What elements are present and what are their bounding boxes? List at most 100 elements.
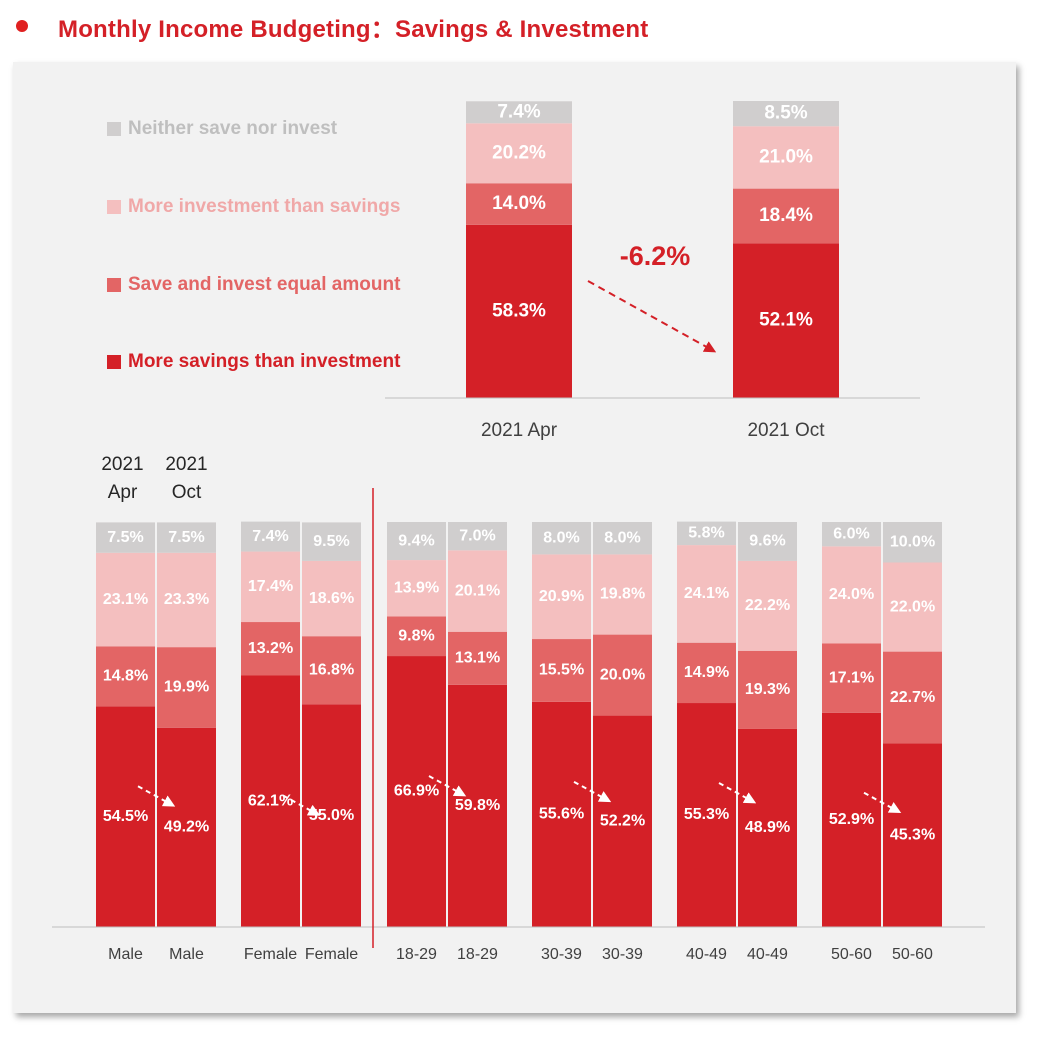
group-bar-8-40-49-seg-equal [677,642,736,704]
group-bar-1-male-seg-neither [157,522,216,553]
group-bar-2-female-seg-neither [241,521,300,552]
decline-arrow-0 [137,785,176,807]
group-xtick-6-30-39: 30-39 [541,946,582,963]
group-bar-1-male-label-more_savings: 49.2% [164,819,209,836]
legend-swatch-more-investment-than-savings [107,200,121,214]
group-bar-10-50-60-label-equal: 17.1% [829,669,874,686]
group-bar-4-18-29-label-more_savings: 66.9% [394,783,439,800]
group-xtick-7-30-39: 30-39 [602,946,643,963]
group-bar-2-female-seg-more_investment [241,551,300,623]
group-bar-6-30-39-label-equal: 15.5% [539,662,584,679]
group-bar-6-30-39-seg-equal [532,639,591,702]
legend-swatch-save-and-invest-equal-amount [107,278,121,292]
top-xtick-2021-apr: 2021 Apr [481,420,558,441]
top-bar-2021-oct-label-more_savings: 52.1% [759,310,813,331]
group-bar-4-18-29-seg-neither [387,522,446,561]
group-bar-9-40-49-label-equal: 19.3% [745,681,790,698]
group-bar-4-18-29-label-more_investment: 13.9% [394,579,439,596]
group-bar-0-male-seg-equal [96,646,155,707]
group-bar-9-40-49-seg-equal [738,650,797,729]
group-bar-5-18-29-label-neither: 7.0% [459,527,495,544]
top-bar-2021-oct-seg-equal [733,188,839,244]
group-bar-1-male-label-equal: 19.9% [164,679,209,696]
group-bar-10-50-60-seg-more_savings [822,712,881,927]
group-bar-10-50-60-seg-neither [822,522,881,547]
group-bar-8-40-49-seg-more_savings [677,703,736,927]
group-bar-9-40-49-label-neither: 9.6% [749,533,785,550]
group-bar-4-18-29-label-neither: 9.4% [398,532,434,549]
group-bar-7-30-39-seg-neither [593,522,652,555]
group-bar-4-18-29-seg-more_investment [387,560,446,617]
legend-swatch-neither-save-nor-invest [107,122,121,136]
group-bar-1-male-seg-equal [157,647,216,728]
change-arrow [587,280,717,353]
group-bar-5-18-29-seg-more_savings [448,684,507,927]
group-bar-8-40-49-label-equal: 14.9% [684,664,729,681]
top-bar-2021-apr-label-more_investment: 20.2% [492,142,546,163]
group-bar-9-40-49-label-more_savings: 48.9% [745,819,790,836]
period-header-year-1: 2021 [165,454,207,475]
group-bar-3-female-seg-equal [302,636,361,705]
top-bar-2021-oct-label-more_investment: 21.0% [759,146,813,167]
group-bar-9-40-49-seg-neither [738,522,797,561]
top-bar-2021-apr-seg-equal [466,183,572,225]
group-bar-0-male-label-more_investment: 23.1% [103,591,148,608]
group-bar-9-40-49-seg-more_investment [738,560,797,651]
top-bar-2021-oct-seg-neither [733,101,839,127]
group-bar-1-male-label-neither: 7.5% [168,529,204,546]
page-title: Monthly Income Budgeting：Savings & Inves… [58,15,649,43]
period-header-month-0: Apr [108,482,138,503]
group-xtick-9-40-49: 40-49 [747,946,788,963]
group-bar-8-40-49-label-more_savings: 55.3% [684,806,729,823]
title-row: Monthly Income Budgeting：Savings & Inves… [16,8,648,44]
group-bar-11-50-60-label-more_investment: 22.0% [890,598,935,615]
group-bar-11-50-60-label-equal: 22.7% [890,689,935,706]
group-xtick-2-female: Female [244,946,297,963]
group-bar-0-male-label-equal: 14.8% [103,668,148,685]
top-xtick-2021-oct: 2021 Oct [747,420,825,441]
group-bar-7-30-39-label-neither: 8.0% [604,529,640,546]
group-bar-2-female-label-neither: 7.4% [252,528,288,545]
group-xtick-1-male: Male [169,946,204,963]
group-bar-0-male-seg-more_savings [96,706,155,927]
top-bar-2021-apr-seg-neither [466,101,572,124]
group-bar-7-30-39-label-more_savings: 52.2% [600,813,645,830]
top-bar-2021-apr-label-more_savings: 58.3% [492,300,546,321]
legend-label-more-investment-than-savings: More investment than savings [128,196,400,217]
group-bar-2-female-label-equal: 13.2% [248,640,293,657]
period-header-month-1: Oct [172,482,202,503]
decline-arrow-3 [573,780,612,803]
group-bar-10-50-60-seg-more_investment [822,546,881,644]
group-bar-5-18-29-label-more_investment: 20.1% [455,582,500,599]
group-bar-2-female-label-more_savings: 62.1% [248,792,293,809]
top-bar-2021-oct-label-equal: 18.4% [759,205,813,226]
decline-arrow-1 [282,794,321,816]
group-bar-11-50-60-label-neither: 10.0% [890,533,935,550]
top-bar-2021-apr-label-neither: 7.4% [497,101,540,122]
group-bar-4-18-29-seg-more_savings [387,656,446,927]
group-bar-11-50-60-seg-equal [883,651,942,744]
group-bar-3-female-seg-neither [302,522,361,561]
group-bar-6-30-39-label-neither: 8.0% [543,529,579,546]
group-bar-5-18-29-seg-equal [448,631,507,685]
group-bar-6-30-39-seg-neither [532,522,591,555]
group-xtick-5-18-29: 18-29 [457,946,498,963]
decline-arrow-2 [428,775,467,797]
group-bar-11-50-60-seg-more_investment [883,562,942,652]
group-bar-0-male-label-neither: 7.5% [107,529,143,546]
group-xtick-10-50-60: 50-60 [831,946,872,963]
top-bar-2021-oct-seg-more_investment [733,126,839,189]
group-bar-10-50-60-label-more_savings: 52.9% [829,811,874,828]
group-bar-5-18-29-seg-neither [448,522,507,551]
group-bar-3-female-label-neither: 9.5% [313,533,349,550]
decline-arrow-5 [863,791,902,814]
group-bar-0-male-label-more_savings: 54.5% [103,808,148,825]
group-xtick-3-female: Female [305,946,358,963]
group-bar-2-female-seg-more_savings [241,675,300,927]
group-bar-5-18-29-seg-more_investment [448,550,507,632]
change-annotation: -6.2% [620,241,691,271]
legend-label-save-and-invest-equal-amount: Save and invest equal amount [128,274,401,295]
group-bar-1-male-seg-more_savings [157,727,216,927]
group-bar-2-female-seg-equal [241,622,300,676]
group-bar-10-50-60-label-more_investment: 24.0% [829,586,874,603]
